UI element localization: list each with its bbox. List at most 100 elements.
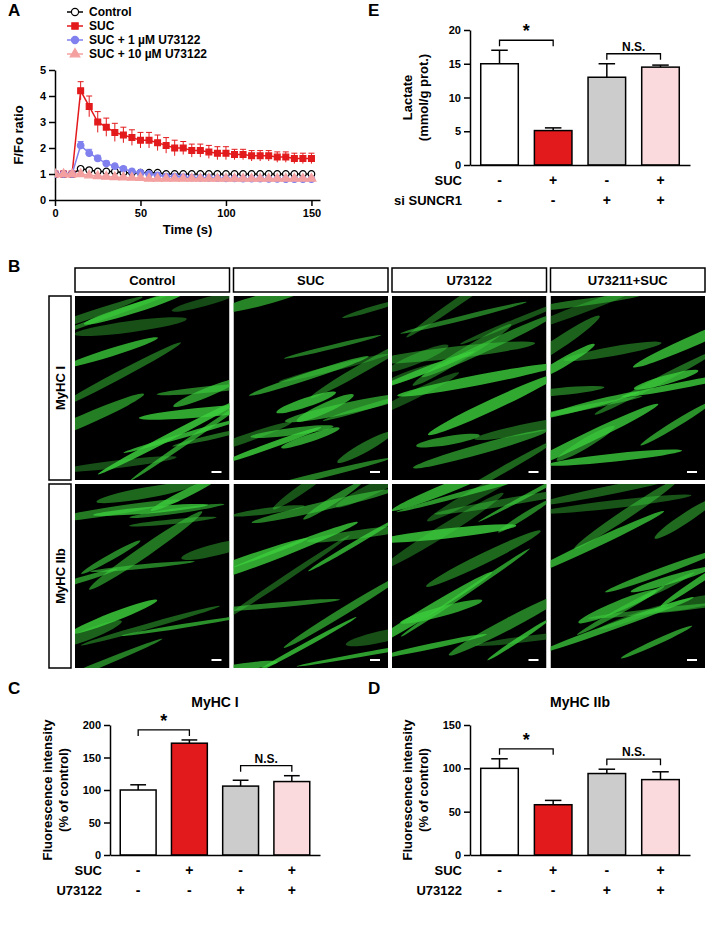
line-chart: 050100150012345Time (s)F/Fo ratioControl…	[11, 5, 321, 237]
myotube	[252, 615, 358, 668]
marker	[77, 142, 84, 149]
tick-mark	[104, 790, 110, 792]
marker	[179, 174, 188, 182]
error-bar	[95, 155, 101, 161]
error-bar	[232, 149, 238, 159]
error-bar	[223, 147, 229, 160]
myotube	[251, 485, 388, 527]
tick-mark	[49, 96, 55, 98]
condition-name: U73122	[416, 883, 462, 898]
condition-sign: -	[497, 882, 502, 898]
error-cap	[137, 132, 143, 133]
condition-sign: -	[604, 862, 609, 878]
myotube	[653, 590, 705, 616]
myotube	[551, 491, 692, 517]
myotube	[80, 603, 221, 648]
condition-sign: +	[288, 862, 296, 878]
tick-mark	[464, 725, 470, 727]
tick: 5	[40, 64, 55, 76]
error-whisker	[499, 759, 501, 769]
marker	[119, 172, 128, 180]
bar	[223, 786, 259, 855]
condition-sign: -	[551, 192, 556, 208]
marker	[196, 174, 205, 182]
tick: 0	[455, 849, 470, 861]
micrograph	[75, 296, 230, 480]
error-cap	[491, 50, 508, 52]
marker	[266, 153, 272, 159]
error-cap	[249, 150, 255, 151]
myotube	[234, 296, 311, 317]
column-header-box	[234, 268, 389, 292]
error-bar	[233, 780, 249, 786]
column-header: U73122	[446, 273, 492, 288]
tick-label: 0	[95, 849, 101, 861]
error-bar	[103, 118, 109, 136]
marker	[172, 145, 178, 151]
scale-bar	[529, 659, 539, 661]
error-bar	[86, 96, 92, 117]
micrograph	[234, 296, 389, 480]
myotube	[620, 623, 694, 660]
marker	[76, 169, 85, 177]
column-header: SUC	[297, 273, 325, 288]
bar	[642, 780, 680, 855]
condition-sign: -	[187, 882, 192, 898]
sig-bracket	[241, 766, 292, 772]
tick: 2	[40, 142, 55, 154]
marker	[103, 124, 109, 130]
condition-sign: +	[603, 882, 611, 898]
error-bar	[95, 112, 101, 133]
error-whisker	[606, 64, 608, 78]
myotube	[392, 521, 517, 547]
y-axis-title-line: Lactate	[400, 75, 415, 121]
annotation: *	[523, 730, 530, 750]
y-axis-title-line: (mmol/g prot.)	[416, 54, 431, 141]
myotube	[129, 393, 229, 480]
tick: 5	[455, 125, 470, 137]
error-cap	[180, 141, 186, 142]
error-cap	[182, 739, 198, 741]
myotube	[306, 523, 388, 546]
panel-label: B	[8, 257, 20, 276]
tick-label: 5	[455, 125, 461, 137]
y-axis: 05101520	[449, 24, 471, 171]
tick: 0	[52, 200, 58, 219]
myotube	[551, 311, 603, 377]
scale-bar	[370, 471, 380, 473]
tick-label: 50	[89, 817, 101, 829]
error-bar	[652, 772, 669, 780]
legend-label: SUC + 10 µM U73122	[89, 47, 207, 61]
myotube	[250, 423, 334, 441]
myotube	[551, 296, 645, 315]
tick-mark	[464, 811, 470, 813]
myotube	[180, 535, 230, 564]
chart-title: MyHC I	[191, 694, 238, 710]
scale-bar	[212, 471, 222, 473]
marker	[78, 88, 84, 94]
tick-label: 100	[443, 762, 461, 774]
myotube	[551, 389, 641, 423]
tick: 50	[449, 806, 470, 818]
error-bar	[300, 153, 306, 163]
plot-area	[55, 82, 316, 183]
marker	[155, 140, 161, 146]
tick-mark	[464, 30, 470, 32]
scale-bar	[687, 471, 697, 473]
chart-title: MyHC IIb	[550, 694, 610, 710]
marker	[222, 174, 231, 182]
error-cap	[284, 775, 300, 777]
tick-label: 0	[52, 207, 58, 219]
condition-sign: -	[497, 172, 502, 188]
axis-line	[470, 726, 472, 856]
condition-sign: -	[238, 862, 243, 878]
tick: 100	[443, 762, 470, 774]
marker	[291, 155, 297, 161]
marker	[247, 174, 256, 182]
myotube	[234, 597, 341, 614]
x-axis: 050100150	[52, 200, 321, 219]
error-whisker	[240, 780, 242, 786]
bar	[120, 790, 156, 855]
scale-bar	[529, 471, 539, 473]
marker	[256, 174, 265, 182]
